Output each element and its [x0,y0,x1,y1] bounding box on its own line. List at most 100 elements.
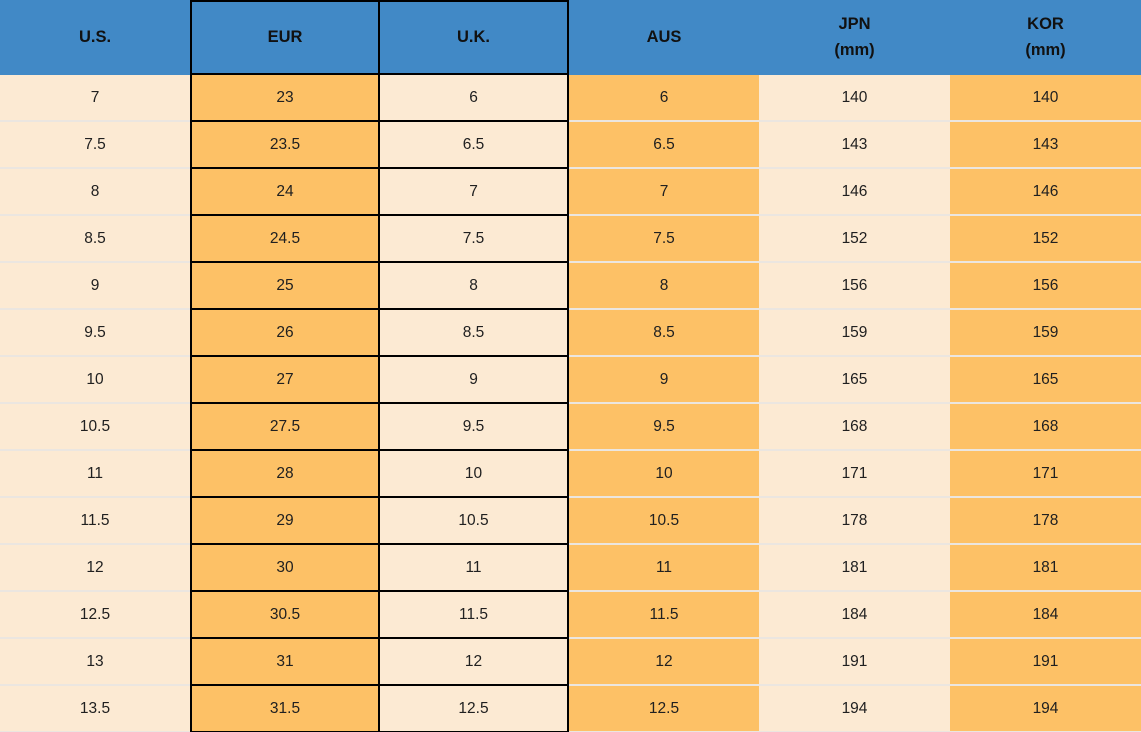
cell-eur: 31 [190,639,378,686]
cell-kor: 159 [950,310,1141,357]
cell-uk: 11 [378,545,569,592]
cell-eur: 29 [190,498,378,545]
cell-kor: 191 [950,639,1141,686]
cell-us: 11 [0,451,190,498]
cell-jpn: 165 [759,357,950,404]
cell-kor: 143 [950,122,1141,169]
cell-kor: 184 [950,592,1141,639]
cell-aus: 7 [569,169,759,216]
cell-uk: 10 [378,451,569,498]
cell-uk: 6 [378,75,569,122]
cell-eur: 23 [190,75,378,122]
table-row: 10.5 27.5 9.5 9.5 168 168 [0,404,1141,451]
cell-us: 7.5 [0,122,190,169]
table-row: 11 28 10 10 171 171 [0,451,1141,498]
table-row: 8 24 7 7 146 146 [0,169,1141,216]
cell-eur: 23.5 [190,122,378,169]
cell-aus: 10 [569,451,759,498]
cell-aus: 8.5 [569,310,759,357]
table-row: 13.5 31.5 12.5 12.5 194 194 [0,686,1141,732]
table-row: 7 23 6 6 140 140 [0,75,1141,122]
cell-eur: 31.5 [190,686,378,732]
column-header-label: U.K. [457,27,490,46]
column-header-label: KOR [1027,14,1064,33]
cell-jpn: 140 [759,75,950,122]
cell-eur: 24.5 [190,216,378,263]
cell-uk: 12.5 [378,686,569,732]
column-header-eur: EUR [190,0,378,75]
cell-jpn: 152 [759,216,950,263]
cell-jpn: 156 [759,263,950,310]
table-row: 10 27 9 9 165 165 [0,357,1141,404]
cell-kor: 194 [950,686,1141,732]
cell-kor: 178 [950,498,1141,545]
cell-jpn: 194 [759,686,950,732]
cell-kor: 140 [950,75,1141,122]
cell-us: 13.5 [0,686,190,732]
cell-aus: 6.5 [569,122,759,169]
cell-us: 10 [0,357,190,404]
column-header-sublabel: (mm) [1025,40,1066,59]
cell-eur: 24 [190,169,378,216]
table-row: 9 25 8 8 156 156 [0,263,1141,310]
cell-uk: 7 [378,169,569,216]
cell-aus: 11.5 [569,592,759,639]
cell-eur: 27.5 [190,404,378,451]
cell-jpn: 184 [759,592,950,639]
cell-us: 13 [0,639,190,686]
table-row: 12 30 11 11 181 181 [0,545,1141,592]
cell-aus: 8 [569,263,759,310]
cell-kor: 171 [950,451,1141,498]
cell-kor: 156 [950,263,1141,310]
cell-aus: 12 [569,639,759,686]
cell-uk: 12 [378,639,569,686]
cell-us: 8.5 [0,216,190,263]
cell-eur: 26 [190,310,378,357]
column-header-label: U.S. [78,27,112,46]
cell-eur: 27 [190,357,378,404]
cell-us: 12.5 [0,592,190,639]
cell-aus: 10.5 [569,498,759,545]
cell-uk: 7.5 [378,216,569,263]
cell-us: 11.5 [0,498,190,545]
column-header-sublabel: (mm) [834,40,875,59]
cell-uk: 10.5 [378,498,569,545]
table-row: 11.5 29 10.5 10.5 178 178 [0,498,1141,545]
cell-us: 10.5 [0,404,190,451]
column-header-jpn: JPN (mm) [759,0,950,75]
cell-kor: 168 [950,404,1141,451]
table-row: 7.5 23.5 6.5 6.5 143 143 [0,122,1141,169]
cell-aus: 12.5 [569,686,759,732]
cell-kor: 165 [950,357,1141,404]
cell-jpn: 181 [759,545,950,592]
cell-aus: 7.5 [569,216,759,263]
column-header-uk: U.K. [378,0,569,75]
cell-aus: 11 [569,545,759,592]
cell-kor: 181 [950,545,1141,592]
cell-us: 7 [0,75,190,122]
cell-kor: 152 [950,216,1141,263]
cell-us: 9 [0,263,190,310]
cell-uk: 8.5 [378,310,569,357]
cell-uk: 11.5 [378,592,569,639]
cell-aus: 9.5 [569,404,759,451]
column-header-label: JPN [838,14,871,33]
cell-kor: 146 [950,169,1141,216]
cell-jpn: 178 [759,498,950,545]
cell-jpn: 146 [759,169,950,216]
column-header-label: EUR [267,27,303,46]
cell-eur: 28 [190,451,378,498]
column-header-kor: KOR (mm) [950,0,1141,75]
cell-jpn: 159 [759,310,950,357]
cell-jpn: 171 [759,451,950,498]
cell-aus: 9 [569,357,759,404]
cell-eur: 25 [190,263,378,310]
cell-eur: 30.5 [190,592,378,639]
cell-uk: 8 [378,263,569,310]
table-body: 7 23 6 6 140 140 7.5 23.5 6.5 6.5 143 143 8 24 7 7 146 14… [0,75,1141,732]
cell-uk: 9.5 [378,404,569,451]
cell-eur: 30 [190,545,378,592]
cell-us: 8 [0,169,190,216]
table-row: 8.5 24.5 7.5 7.5 152 152 [0,216,1141,263]
